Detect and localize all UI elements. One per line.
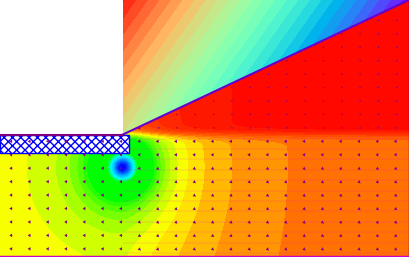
- Polygon shape: [0, 0, 123, 135]
- Bar: [0, 135, 129, 153]
- Polygon shape: [0, 0, 123, 135]
